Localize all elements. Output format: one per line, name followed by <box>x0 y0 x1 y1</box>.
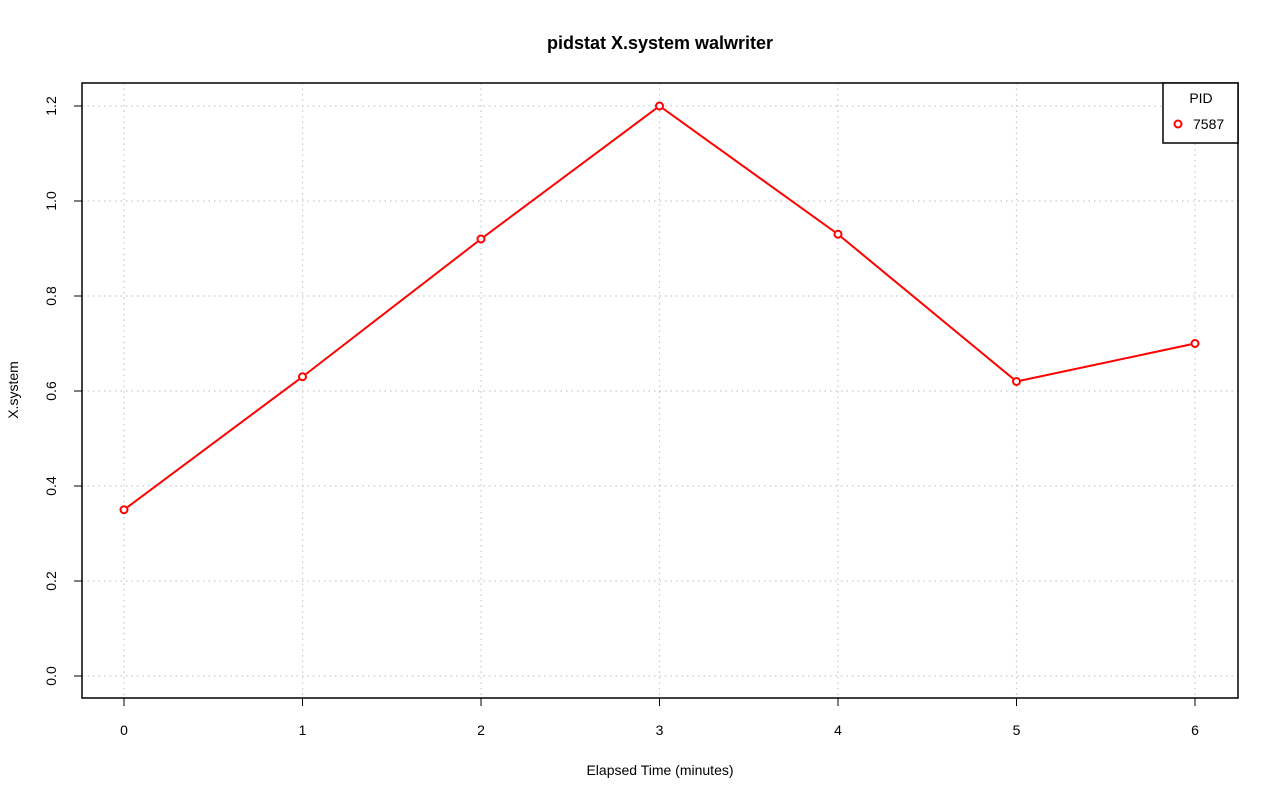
x-tick-label: 4 <box>834 722 842 738</box>
x-tick-label: 0 <box>120 722 128 738</box>
data-point <box>833 229 843 239</box>
x-tick-label: 1 <box>299 722 307 738</box>
data-point <box>1012 377 1021 386</box>
grid <box>82 83 1238 698</box>
y-tick-label: 0.0 <box>43 666 59 686</box>
legend-entry-label: 7587 <box>1193 116 1224 132</box>
data-point <box>119 505 129 515</box>
y-tick-label: 0.2 <box>43 571 59 591</box>
y-tick-label: 0.4 <box>43 476 59 496</box>
data-point <box>476 234 486 244</box>
y-axis-label: X.system <box>5 361 21 419</box>
legend-marker <box>1173 119 1183 129</box>
x-tick-label: 6 <box>1191 722 1199 738</box>
legend-title: PID <box>1189 90 1212 106</box>
series-layer <box>119 101 1200 515</box>
x-tick-label: 3 <box>656 722 664 738</box>
y-tick-label: 0.6 <box>43 381 59 401</box>
legend-box <box>1162 82 1239 144</box>
x-tick-label: 5 <box>1013 722 1021 738</box>
x-tick-label: 2 <box>477 722 485 738</box>
y-tick-label: 1.0 <box>43 191 59 211</box>
chart-title: pidstat X.system walwriter <box>547 33 773 53</box>
x-axis-label: Elapsed Time (minutes) <box>586 762 733 778</box>
data-point <box>655 101 664 111</box>
y-tick-label: 0.8 <box>43 286 59 306</box>
y-tick-label: 1.2 <box>43 96 59 116</box>
y-axis: 0.0 0.2 0.4 0.6 0.8 1.0 1.2 <box>43 96 83 686</box>
data-point <box>1190 339 1200 348</box>
x-axis: 0 1 2 3 4 5 6 <box>120 697 1199 738</box>
data-point <box>298 372 307 382</box>
legend: PID 7587 <box>1162 82 1239 144</box>
